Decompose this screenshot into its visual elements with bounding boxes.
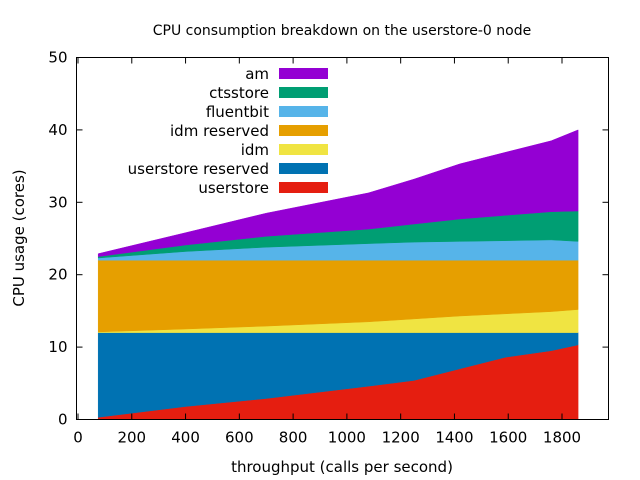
x-tick-label: 1800: [543, 429, 581, 447]
area-am: [97, 129, 579, 257]
x-tick-label: 1200: [382, 429, 420, 447]
chart-title: CPU consumption breakdown on the usersto…: [153, 23, 531, 39]
plot-areas: [97, 129, 579, 420]
legend-swatch: [279, 68, 328, 79]
legend-swatch: [279, 144, 328, 155]
x-tick-label: 1400: [435, 429, 473, 447]
y-tick-label: 20: [48, 266, 67, 284]
legend-swatch: [279, 106, 328, 117]
y-axis-label: CPU usage (cores): [10, 169, 28, 306]
y-tick-label: 0: [58, 411, 68, 429]
y-tick-label: 50: [48, 49, 67, 67]
legend-label: ctsstore: [209, 84, 269, 102]
y-tick-label: 10: [48, 338, 67, 356]
x-tick-label: 800: [279, 429, 308, 447]
plot-frame: [76, 57, 609, 420]
x-axis-label: throughput (calls per second): [231, 458, 453, 476]
axis-ticks: 0 200 400 600 800 1000 1200 1400 1600 1800 0 10 20 30…: [48, 49, 609, 447]
y-tick-label: 30: [48, 193, 67, 211]
x-tick-label: 200: [117, 429, 146, 447]
x-tick-label: 1000: [328, 429, 366, 447]
legend-label: am: [245, 65, 269, 83]
x-tick-label: 600: [225, 429, 254, 447]
legend-label: userstore: [198, 179, 269, 197]
legend-swatch: [279, 125, 328, 136]
legend-label: idm: [241, 141, 269, 159]
x-tick-label: 1600: [489, 429, 527, 447]
legend-label: idm reserved: [170, 122, 269, 140]
legend-swatch: [279, 87, 328, 98]
legend-swatch: [279, 163, 328, 174]
legend-label: fluentbit: [206, 103, 269, 121]
y-tick-label: 40: [48, 121, 67, 139]
legend-swatch: [279, 182, 328, 193]
x-tick-label: 0: [73, 429, 83, 447]
x-tick-label: 400: [171, 429, 200, 447]
legend-label: userstore reserved: [128, 160, 269, 178]
